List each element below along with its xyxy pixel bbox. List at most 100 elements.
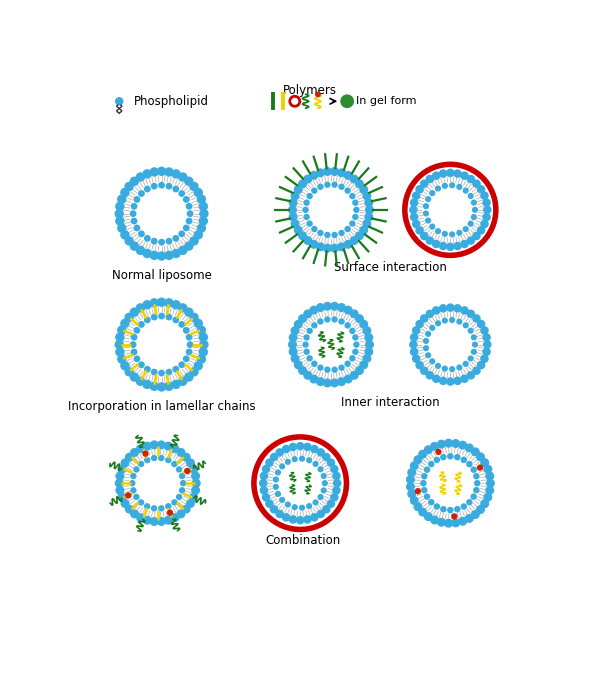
Circle shape: [150, 251, 158, 259]
Circle shape: [134, 460, 181, 506]
Circle shape: [151, 314, 157, 320]
Circle shape: [472, 215, 476, 219]
Circle shape: [190, 237, 198, 245]
Circle shape: [350, 356, 355, 361]
Circle shape: [118, 224, 126, 232]
Circle shape: [406, 483, 414, 491]
Circle shape: [330, 244, 338, 252]
Circle shape: [130, 373, 138, 381]
Circle shape: [350, 194, 355, 198]
Circle shape: [338, 304, 346, 311]
Circle shape: [450, 232, 455, 237]
Circle shape: [450, 183, 455, 188]
Circle shape: [126, 493, 131, 498]
Circle shape: [157, 383, 166, 391]
Circle shape: [350, 237, 358, 244]
Circle shape: [327, 459, 335, 466]
Circle shape: [432, 172, 440, 179]
Circle shape: [363, 327, 371, 334]
Circle shape: [116, 217, 124, 225]
Circle shape: [486, 473, 493, 480]
Circle shape: [118, 355, 126, 363]
Circle shape: [139, 462, 144, 466]
Circle shape: [266, 459, 273, 466]
Circle shape: [345, 227, 350, 232]
Circle shape: [419, 450, 426, 458]
Circle shape: [317, 304, 324, 311]
Circle shape: [331, 466, 338, 473]
Circle shape: [426, 218, 431, 223]
Circle shape: [318, 230, 323, 236]
Circle shape: [421, 487, 427, 493]
Circle shape: [121, 500, 129, 507]
Circle shape: [344, 375, 352, 383]
Circle shape: [166, 504, 171, 509]
Circle shape: [199, 217, 207, 225]
Circle shape: [150, 299, 158, 307]
Circle shape: [431, 443, 438, 450]
Circle shape: [292, 505, 297, 510]
Circle shape: [363, 355, 371, 362]
Text: Normal liposome: Normal liposome: [112, 269, 212, 282]
Circle shape: [186, 334, 192, 340]
Circle shape: [312, 188, 317, 193]
Circle shape: [121, 231, 129, 239]
Circle shape: [484, 206, 491, 213]
Circle shape: [440, 305, 447, 312]
Circle shape: [344, 240, 352, 248]
Circle shape: [312, 362, 317, 366]
Circle shape: [125, 313, 133, 322]
Circle shape: [289, 206, 296, 214]
Circle shape: [179, 362, 185, 368]
Circle shape: [421, 481, 426, 485]
Circle shape: [428, 187, 473, 233]
Circle shape: [459, 517, 467, 525]
Circle shape: [277, 460, 323, 506]
Circle shape: [197, 355, 206, 363]
Circle shape: [165, 517, 172, 524]
Circle shape: [121, 362, 129, 370]
Circle shape: [477, 506, 484, 513]
Circle shape: [165, 299, 173, 307]
Circle shape: [134, 460, 182, 506]
Circle shape: [471, 467, 476, 473]
Circle shape: [426, 459, 474, 507]
Circle shape: [136, 377, 145, 385]
Circle shape: [276, 470, 280, 475]
Circle shape: [421, 232, 428, 240]
Circle shape: [185, 242, 193, 250]
Circle shape: [473, 232, 480, 240]
Circle shape: [426, 197, 431, 202]
Circle shape: [118, 466, 125, 473]
Circle shape: [303, 207, 308, 213]
Circle shape: [173, 366, 178, 372]
Circle shape: [431, 516, 438, 524]
Circle shape: [307, 504, 312, 508]
Circle shape: [481, 192, 488, 199]
Circle shape: [130, 308, 138, 316]
Circle shape: [159, 506, 164, 511]
Circle shape: [276, 510, 283, 517]
Circle shape: [304, 200, 309, 205]
Circle shape: [467, 237, 475, 244]
Circle shape: [177, 510, 185, 518]
Circle shape: [411, 334, 418, 341]
Circle shape: [130, 211, 136, 217]
Circle shape: [271, 506, 277, 513]
Circle shape: [150, 441, 158, 449]
Circle shape: [177, 467, 182, 472]
Circle shape: [307, 458, 312, 462]
Circle shape: [289, 341, 296, 349]
Circle shape: [307, 194, 312, 198]
Circle shape: [416, 185, 423, 193]
Circle shape: [467, 462, 472, 466]
Circle shape: [333, 479, 341, 487]
Circle shape: [432, 307, 440, 314]
Circle shape: [469, 356, 473, 361]
Circle shape: [199, 333, 207, 341]
Circle shape: [276, 492, 280, 496]
Circle shape: [182, 505, 190, 513]
Circle shape: [145, 236, 150, 241]
Circle shape: [469, 194, 473, 198]
Circle shape: [159, 240, 164, 245]
